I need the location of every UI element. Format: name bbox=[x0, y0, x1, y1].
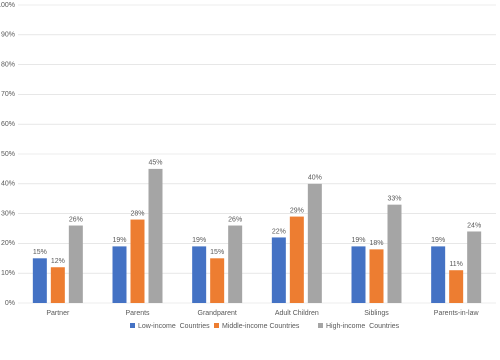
y-tick-label: 50% bbox=[1, 151, 15, 158]
y-tick-label: 90% bbox=[1, 32, 15, 39]
bar bbox=[307, 183, 322, 303]
x-tick-label: Siblings bbox=[364, 310, 389, 317]
y-tick-label: 0% bbox=[5, 300, 15, 307]
bar bbox=[32, 258, 47, 303]
value-label: 28% bbox=[130, 210, 144, 217]
value-label: 19% bbox=[351, 237, 365, 244]
y-tick-label: 70% bbox=[1, 91, 15, 98]
y-tick-label: 30% bbox=[1, 210, 15, 217]
y-tick-label: 40% bbox=[1, 181, 15, 188]
legend-label: Low-income Countries bbox=[138, 323, 210, 330]
y-tick-label: 60% bbox=[1, 121, 15, 128]
bar bbox=[148, 168, 163, 303]
x-tick-label: Parents bbox=[125, 310, 150, 317]
y-tick-label: 100% bbox=[0, 2, 15, 9]
bar bbox=[449, 270, 464, 303]
bar bbox=[130, 219, 145, 303]
bar bbox=[192, 246, 207, 303]
value-label: 22% bbox=[272, 228, 286, 235]
value-label: 26% bbox=[228, 216, 242, 223]
bar bbox=[431, 246, 446, 303]
bar bbox=[467, 231, 482, 303]
bar bbox=[68, 225, 83, 303]
legend-swatch bbox=[214, 323, 219, 328]
y-tick-label: 10% bbox=[1, 270, 15, 277]
legend-label: High-income Countries bbox=[326, 323, 400, 330]
value-label: 24% bbox=[467, 222, 481, 229]
x-tick-label: Parents-in-law bbox=[434, 310, 480, 317]
value-label: 33% bbox=[387, 196, 401, 203]
bar bbox=[50, 267, 65, 303]
y-tick-label: 20% bbox=[1, 240, 15, 247]
x-tick-label: Grandparent bbox=[198, 310, 237, 317]
bar bbox=[387, 204, 402, 303]
bar bbox=[228, 225, 243, 303]
value-label: 40% bbox=[308, 175, 322, 182]
value-label: 29% bbox=[290, 207, 304, 214]
value-label: 11% bbox=[449, 261, 463, 268]
value-label: 18% bbox=[369, 240, 383, 247]
value-label: 45% bbox=[148, 160, 162, 167]
value-label: 19% bbox=[112, 237, 126, 244]
value-label: 15% bbox=[210, 249, 224, 256]
legend-swatch bbox=[130, 323, 135, 328]
bar bbox=[351, 246, 366, 303]
value-label: 19% bbox=[192, 237, 206, 244]
bar bbox=[369, 249, 384, 303]
value-label: 15% bbox=[33, 249, 47, 256]
y-tick-label: 80% bbox=[1, 61, 15, 68]
legend-swatch bbox=[318, 323, 323, 328]
legend-label: Middle-income Countries bbox=[222, 323, 300, 330]
value-label: 12% bbox=[51, 258, 65, 265]
bar bbox=[289, 216, 304, 303]
x-tick-label: Adult Children bbox=[275, 310, 319, 317]
value-label: 19% bbox=[431, 237, 445, 244]
bar bbox=[112, 246, 127, 303]
x-tick-label: Partner bbox=[46, 310, 70, 317]
value-label: 26% bbox=[69, 216, 83, 223]
bar bbox=[271, 237, 286, 303]
bar bbox=[210, 258, 225, 303]
